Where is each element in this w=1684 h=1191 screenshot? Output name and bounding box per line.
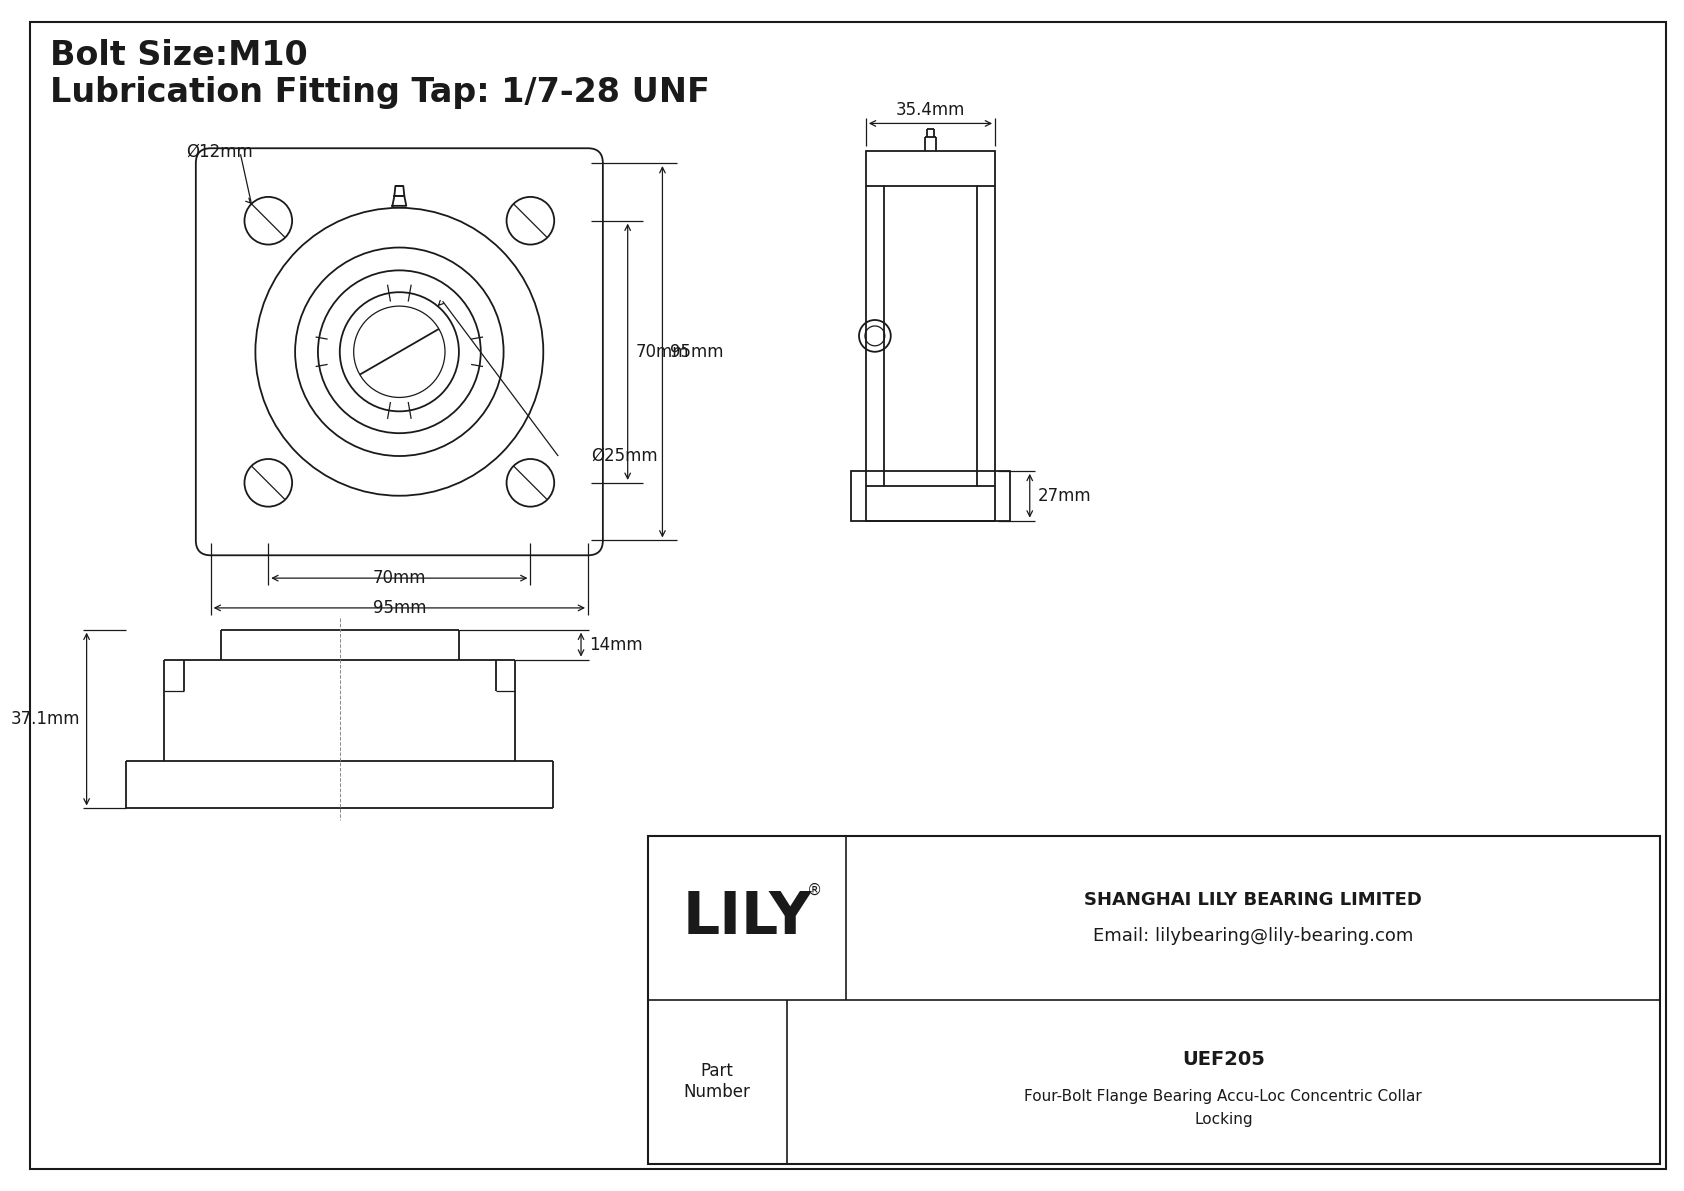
Text: 70mm: 70mm (635, 343, 689, 361)
Text: Ø12mm: Ø12mm (185, 142, 253, 161)
Bar (884, 186, 977, 486)
Text: 27mm: 27mm (1037, 487, 1091, 505)
Text: Email: lilybearing@lily-bearing.com: Email: lilybearing@lily-bearing.com (1093, 927, 1413, 944)
Bar (866, 151, 995, 520)
Text: 95mm: 95mm (670, 343, 724, 361)
Text: 95mm: 95mm (372, 599, 426, 617)
Text: Four-Bolt Flange Bearing Accu-Loc Concentric Collar: Four-Bolt Flange Bearing Accu-Loc Concen… (1024, 1089, 1423, 1104)
Text: Part
Number: Part Number (684, 1062, 751, 1100)
Text: UEF205: UEF205 (1182, 1050, 1265, 1070)
Text: Bolt Size:M10: Bolt Size:M10 (51, 39, 308, 71)
Text: 70mm: 70mm (372, 569, 426, 587)
Bar (850, 470, 1010, 520)
Text: Locking: Locking (1194, 1111, 1253, 1127)
Text: 35.4mm: 35.4mm (896, 100, 965, 119)
Text: Ø25mm: Ø25mm (591, 447, 657, 464)
Text: SHANGHAI LILY BEARING LIMITED: SHANGHAI LILY BEARING LIMITED (1084, 891, 1421, 909)
Text: ®: ® (807, 883, 822, 897)
Text: Lubrication Fitting Tap: 1/7-28 UNF: Lubrication Fitting Tap: 1/7-28 UNF (51, 76, 709, 108)
Text: 14mm: 14mm (589, 636, 643, 654)
Text: LILY: LILY (682, 890, 812, 946)
Text: 37.1mm: 37.1mm (12, 710, 81, 728)
Bar (648, 836, 1660, 1164)
FancyBboxPatch shape (195, 148, 603, 555)
